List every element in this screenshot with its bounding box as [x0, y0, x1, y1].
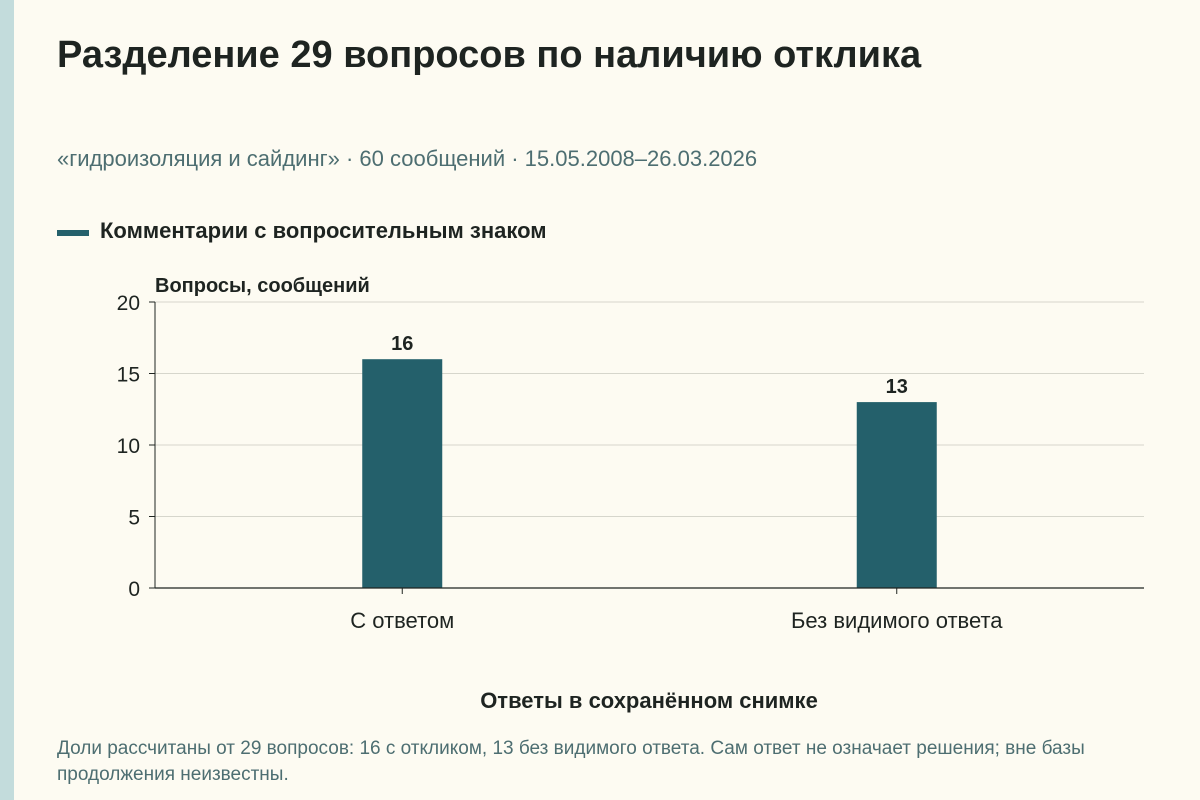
legend-swatch: [57, 230, 89, 236]
y-tick-label: 20: [117, 292, 140, 315]
legend-label: Комментарии с вопросительным знаком: [100, 218, 547, 243]
x-tick-label: Без видимого ответа: [791, 608, 1003, 633]
page-title: Разделение 29 вопросов по наличию отклик…: [57, 34, 922, 76]
bar: [856, 402, 937, 588]
y-axis-label: Вопросы, сообщений: [155, 275, 370, 297]
accent-stripe: [0, 0, 14, 800]
y-tick-label: 0: [128, 578, 140, 601]
x-tick-label: С ответом: [350, 608, 454, 633]
y-tick-label: 5: [128, 507, 140, 530]
bar: [362, 359, 443, 588]
grid-lines: [155, 301, 1144, 517]
y-tick-label: 15: [117, 364, 140, 387]
page-subtitle: «гидроизоляция и сайдинг» · 60 сообщений…: [57, 146, 758, 171]
footnote: Доли рассчитаны от 29 вопросов: 16 с отк…: [57, 738, 1085, 785]
chart-legend: Комментарии с вопросительным знаком: [57, 218, 547, 244]
axes: 0 5 10 15 20 С ответом Без видимого ответа: [117, 292, 1144, 633]
data-label: 16: [391, 333, 413, 355]
x-axis-label: Ответы в сохранённом снимке: [480, 688, 818, 713]
data-label: 13: [886, 376, 908, 398]
y-tick-label: 10: [117, 435, 140, 458]
